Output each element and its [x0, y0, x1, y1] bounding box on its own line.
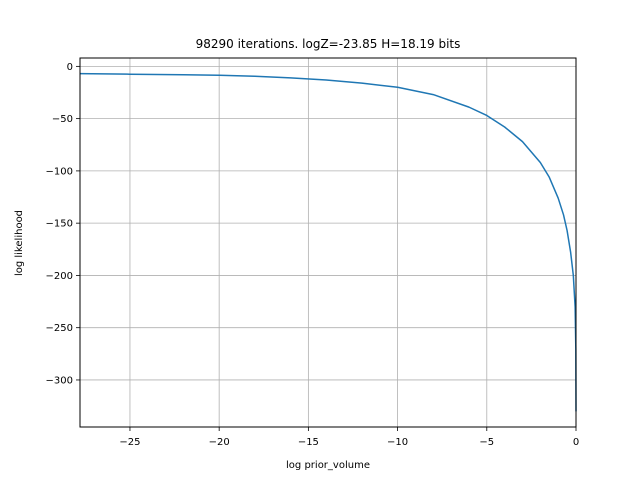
y-axis-label: log likelihood — [14, 210, 25, 276]
x-axis-label: log prior_volume — [286, 460, 370, 471]
x-tick-label: −20 — [209, 437, 230, 448]
y-axis: 0 −50 −100 −150 −200 −250 −300 — [46, 62, 80, 386]
x-tick-label: −25 — [119, 437, 140, 448]
y-tick-label: −300 — [46, 375, 73, 386]
y-tick-label: −150 — [46, 219, 73, 230]
plot-frame — [79, 57, 577, 428]
chart-title: 98290 iterations. logZ=-23.85 H=18.19 bi… — [196, 37, 461, 51]
x-tick-label: −15 — [298, 437, 319, 448]
y-tick-label: −100 — [46, 166, 73, 177]
y-tick-label: −250 — [46, 323, 73, 334]
y-tick-label: 0 — [67, 62, 73, 73]
x-tick-label: −5 — [479, 437, 494, 448]
x-axis: −25 −20 −15 −10 −5 0 — [119, 427, 579, 448]
y-tick-label: −50 — [52, 114, 73, 125]
x-tick-label: −10 — [387, 437, 408, 448]
y-tick-label: −200 — [46, 271, 73, 282]
series-line — [79, 72, 577, 412]
x-tick-label: 0 — [573, 437, 579, 448]
series-layer — [79, 72, 577, 412]
